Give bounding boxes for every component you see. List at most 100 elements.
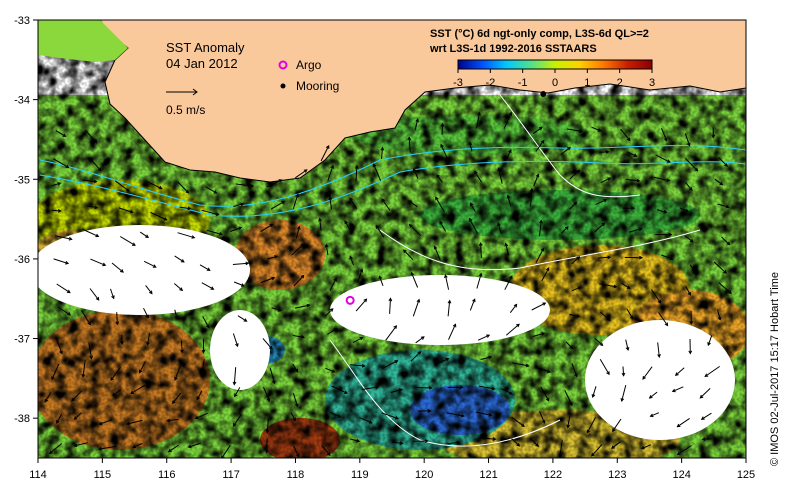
current-vector [621,384,627,402]
current-vector [199,264,211,271]
current-vector-head [538,126,543,131]
current-vector [51,209,61,212]
current-vector [55,336,63,354]
current-vector [435,197,445,213]
current-vector-head [393,325,398,329]
cloud-gap [38,225,250,315]
current-vector-head [232,422,237,427]
current-vector-head [139,369,143,374]
current-vector-head [264,449,269,454]
current-vector-head [649,413,654,418]
current-vector-head [278,179,283,183]
altimetry-contour [379,229,701,271]
current-vector-head [410,271,415,276]
current-vector-head [625,346,630,352]
current-vector-head [81,373,86,378]
current-vector-head [606,317,611,321]
current-vector-head [245,261,250,266]
current-vector-head [196,396,200,401]
current-vector-head [330,164,334,169]
current-vector-head [375,224,380,229]
colorbar-tick-label: 0 [552,77,558,89]
current-vector-head [491,386,496,391]
current-vector [650,412,660,417]
current-vector-head [676,423,681,428]
current-vector [202,316,210,328]
current-vector [349,438,360,442]
current-vector [150,212,167,221]
current-vector [325,367,335,373]
current-vector [331,385,348,394]
x-tick-label: 115 [94,469,112,481]
current-vector [82,359,86,377]
mooring-legend-label: Mooring [296,79,339,93]
mooring-marker [540,91,547,98]
current-vector-head [657,354,661,359]
current-vector [675,367,685,376]
current-vector [625,339,629,351]
current-vector-head [408,223,413,228]
current-vector [595,199,607,206]
current-vector [88,342,93,359]
current-vector [168,444,179,453]
current-vector [56,283,71,294]
current-vector [509,304,517,314]
current-vector-head [723,270,727,274]
current-vector-head [725,204,730,209]
current-vector [684,133,690,146]
current-vector-head [599,342,604,347]
current-vector-head [689,320,694,325]
current-vector [567,416,571,428]
current-vector-head [436,174,440,178]
current-vector-head [516,442,521,447]
current-vector [99,445,117,450]
current-vector-head [324,243,329,248]
current-vector [327,328,337,335]
current-vector-head [349,255,353,260]
current-vectors [44,111,732,458]
current-vector [447,300,451,317]
current-vector [599,359,610,375]
current-vector-head [540,139,545,144]
current-vector [173,283,183,291]
current-vector-head [573,201,578,206]
current-vector [410,351,421,362]
current-vector [89,288,100,301]
isotherm-contour [39,160,746,217]
current-vector-head [666,159,671,163]
current-vector-head [540,247,545,252]
current-vector-head [235,343,239,348]
current-vector [684,235,694,243]
current-vector [713,261,727,274]
current-vector-head [372,163,377,168]
marker-legend: Argo Mooring [278,58,339,93]
current-vector [532,332,545,337]
velocity-scale: 0.5 m/s [166,88,205,117]
current-vector-head [120,269,124,273]
current-vector-head [699,394,704,399]
current-vector-head [125,188,130,192]
current-vector-head [97,167,102,172]
current-vector [292,335,305,338]
current-vector-head [355,438,361,443]
current-vector-head [674,372,679,377]
current-vector [571,286,581,292]
current-vector [344,220,352,233]
current-vector [413,168,419,179]
current-vector-head [610,445,615,449]
current-vector-head [472,298,476,303]
current-vector-head [576,169,581,174]
current-vector [559,439,563,458]
current-vector [381,198,391,211]
mooring-marker-icon [280,83,286,89]
current-vector [266,418,269,433]
current-vector [474,171,482,183]
current-vector [594,338,603,346]
current-vector-head [303,169,308,173]
current-vector-head [700,416,705,420]
current-vector-head [294,403,299,408]
current-vector [439,221,447,232]
current-vector [319,218,322,231]
current-vector [321,445,331,456]
current-vector [271,307,282,312]
